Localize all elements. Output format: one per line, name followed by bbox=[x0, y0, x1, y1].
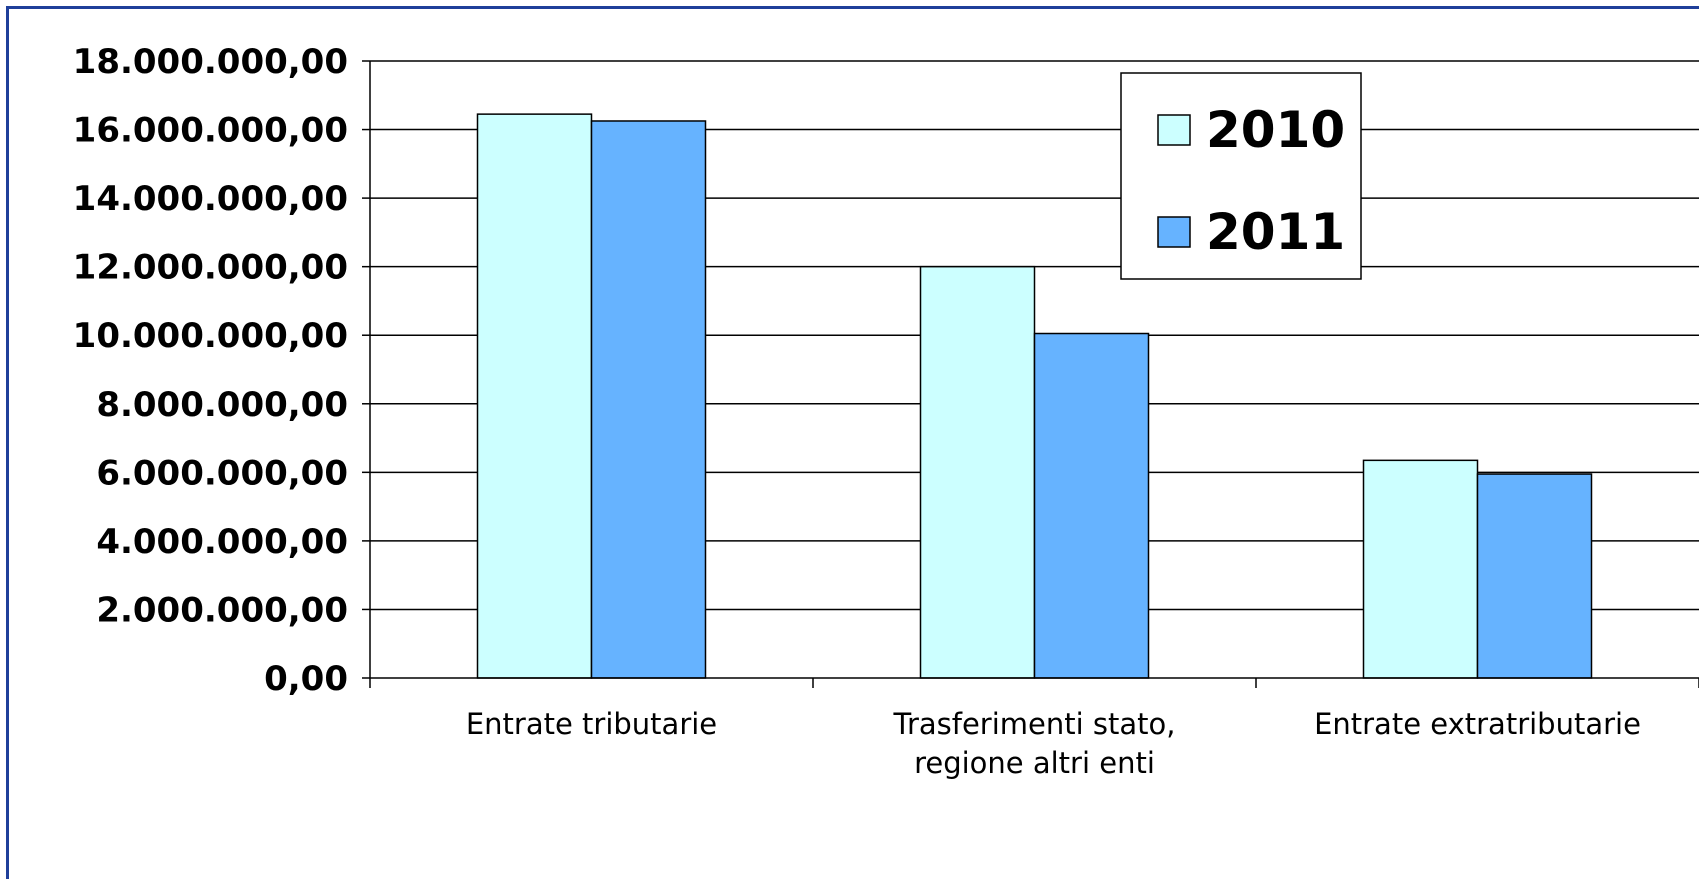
bar-2011-2 bbox=[1033, 332, 1150, 679]
bar-2011-3 bbox=[1476, 473, 1593, 679]
legend-label-2011: 2011 bbox=[1206, 203, 1345, 261]
y-tick-label: 4.000.000,00 bbox=[96, 522, 348, 562]
legend-swatch-2010 bbox=[1157, 114, 1191, 146]
bar-2010-3 bbox=[1362, 459, 1479, 679]
y-tick-label: 18.000.000,00 bbox=[73, 42, 348, 82]
bar-chart: 0,00 2.000.000,00 4.000.000,00 6.000.000,00… bbox=[73, 42, 1699, 780]
bars bbox=[476, 113, 1593, 679]
category-labels: Entrate tributarie Trasferimenti stato, re… bbox=[466, 707, 1641, 780]
category-label: Entrate extratributarie bbox=[1314, 707, 1641, 741]
axes bbox=[362, 60, 1699, 688]
y-tick-label: 2.000.000,00 bbox=[96, 590, 348, 630]
y-tick-label: 12.000.000,00 bbox=[73, 248, 348, 288]
legend-swatch-2011 bbox=[1157, 216, 1191, 248]
y-tick-labels: 0,00 2.000.000,00 4.000.000,00 6.000.000,00… bbox=[73, 42, 348, 699]
y-tick-label: 16.000.000,00 bbox=[73, 111, 348, 151]
legend: 2010 2011 bbox=[1120, 72, 1362, 280]
y-tick-label: 0,00 bbox=[264, 659, 348, 699]
bar-2010-2 bbox=[919, 265, 1036, 679]
bar-2011-1 bbox=[590, 120, 707, 679]
y-tick-label: 14.000.000,00 bbox=[73, 179, 348, 219]
legend-label-2010: 2010 bbox=[1206, 101, 1345, 159]
y-tick-label: 6.000.000,00 bbox=[96, 453, 348, 493]
bar-2010-1 bbox=[476, 113, 593, 679]
category-label: regione altri enti bbox=[914, 746, 1155, 780]
chart-frame: 0,00 2.000.000,00 4.000.000,00 6.000.000,00… bbox=[6, 6, 1699, 879]
category-label: Trasferimenti stato, bbox=[893, 707, 1176, 741]
category-label: Entrate tributarie bbox=[466, 707, 717, 741]
y-tick-label: 10.000.000,00 bbox=[73, 316, 348, 356]
y-tick-label: 8.000.000,00 bbox=[96, 385, 348, 425]
